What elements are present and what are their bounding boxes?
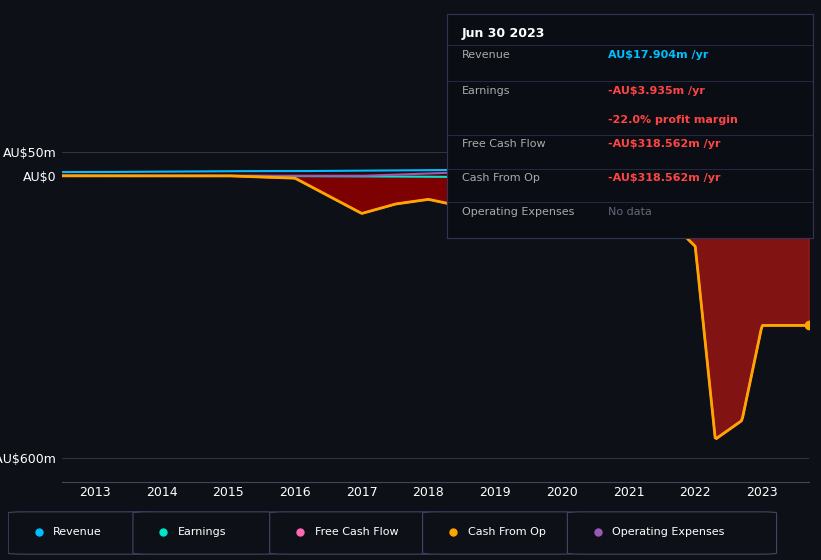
Text: -AU$3.935m /yr: -AU$3.935m /yr: [608, 86, 705, 96]
Text: Free Cash Flow: Free Cash Flow: [462, 139, 546, 150]
Text: Revenue: Revenue: [462, 50, 511, 60]
FancyBboxPatch shape: [423, 512, 576, 554]
Text: Earnings: Earnings: [462, 86, 511, 96]
Text: Operating Expenses: Operating Expenses: [462, 207, 575, 217]
Text: -22.0% profit margin: -22.0% profit margin: [608, 115, 738, 125]
FancyBboxPatch shape: [567, 512, 777, 554]
FancyBboxPatch shape: [269, 512, 434, 554]
FancyBboxPatch shape: [133, 512, 277, 554]
Text: -AU$318.562m /yr: -AU$318.562m /yr: [608, 139, 721, 150]
Text: No data: No data: [608, 207, 652, 217]
Text: Revenue: Revenue: [53, 527, 102, 537]
Text: -AU$318.562m /yr: -AU$318.562m /yr: [608, 173, 721, 183]
Text: Cash From Op: Cash From Op: [462, 173, 540, 183]
Text: Free Cash Flow: Free Cash Flow: [314, 527, 398, 537]
Text: Operating Expenses: Operating Expenses: [612, 527, 725, 537]
Text: Cash From Op: Cash From Op: [468, 527, 545, 537]
Text: Jun 30 2023: Jun 30 2023: [462, 27, 545, 40]
Text: Earnings: Earnings: [178, 527, 227, 537]
Text: AU$17.904m /yr: AU$17.904m /yr: [608, 50, 709, 60]
FancyBboxPatch shape: [8, 512, 149, 554]
